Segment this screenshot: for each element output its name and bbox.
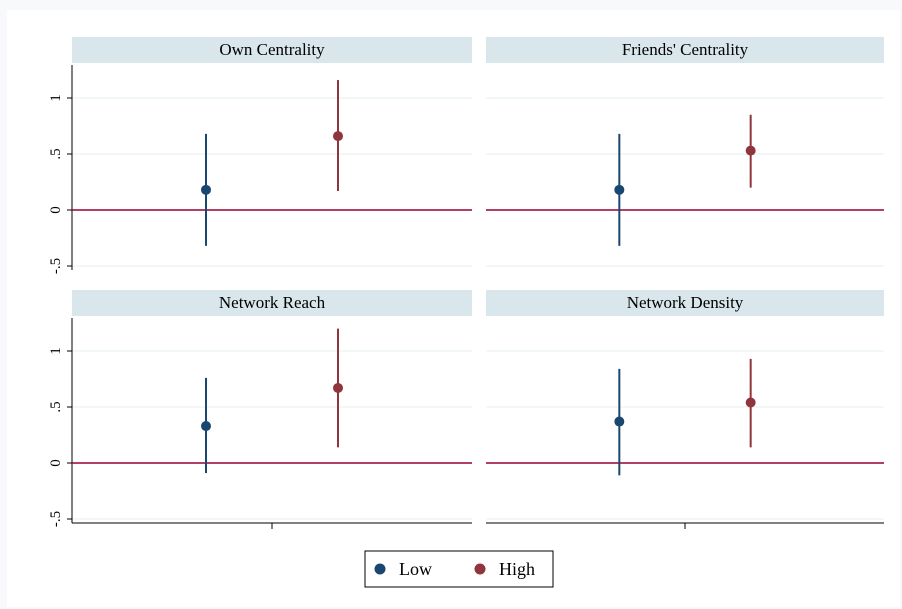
y-tick-label-own-centrality-3: 1 xyxy=(48,94,64,102)
panel-title-network-reach: Network Reach xyxy=(219,293,326,312)
point-network-reach-low xyxy=(201,421,211,432)
panel-title-own-centrality: Own Centrality xyxy=(219,40,325,59)
panel-title-network-density: Network Density xyxy=(627,293,744,312)
point-friends-centrality-low xyxy=(614,184,625,195)
legend-marker-high xyxy=(474,563,486,575)
y-tick-label-own-centrality-2: .5 xyxy=(48,148,64,159)
panel-header-friends-centrality xyxy=(486,37,884,63)
point-friends-centrality-high xyxy=(745,145,756,156)
panel-header-own-centrality xyxy=(72,37,472,63)
legend-label-low: Low xyxy=(399,559,432,579)
y-tick-label-network-reach-1: 0 xyxy=(48,459,64,467)
y-tick-label-own-centrality-0: -.5 xyxy=(48,258,64,274)
panel-header-network-density xyxy=(486,290,884,316)
panel-header-network-reach xyxy=(72,290,472,316)
point-network-reach-high xyxy=(333,382,343,393)
legend-box xyxy=(364,550,554,588)
y-tick-label-own-centrality-1: 0 xyxy=(48,206,64,214)
y-tick-label-network-reach-3: 1 xyxy=(48,347,64,355)
point-network-density-high xyxy=(745,397,756,408)
y-tick-label-network-reach-2: .5 xyxy=(48,401,64,412)
legend-label-high: High xyxy=(499,559,535,579)
point-own-centrality-high xyxy=(333,131,343,142)
panel-title-friends-centrality: Friends' Centrality xyxy=(622,40,749,59)
y-tick-label-network-reach-0: -.5 xyxy=(48,511,64,527)
point-own-centrality-low xyxy=(201,184,211,195)
legend-marker-low xyxy=(374,563,386,575)
point-network-density-low xyxy=(614,416,625,427)
